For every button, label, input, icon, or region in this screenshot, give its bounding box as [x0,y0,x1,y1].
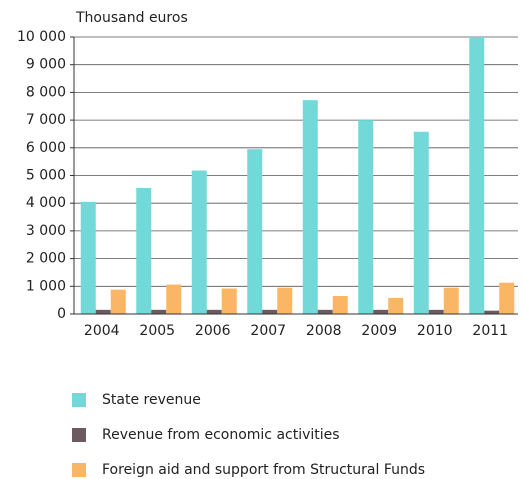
bar [332,295,348,314]
y-axis-label: Thousand euros [75,10,188,26]
x-tick-label: 2004 [84,323,120,339]
bar [413,131,429,314]
bar [373,309,389,314]
bar [110,289,126,314]
bar [317,309,333,314]
x-tick-label: 2007 [250,323,286,339]
y-tick-label: 5 000 [26,168,66,184]
bar [262,309,278,314]
bar [80,201,96,314]
x-tick-label: 2008 [306,323,342,339]
legend-label: Revenue from economic activities [102,427,340,443]
x-tick-label: 2005 [139,323,175,339]
legend-label: State revenue [102,392,201,408]
y-tick-label: 4 000 [26,195,66,211]
x-tick-label: 2010 [417,323,453,339]
y-tick-label: 3 000 [26,223,66,239]
bar [247,149,263,314]
y-tick-label: 6 000 [26,140,66,156]
y-tick-label: 1 000 [26,278,66,294]
bar [358,120,374,314]
bar [221,288,237,314]
bar [136,187,152,314]
legend-swatch [72,428,86,442]
legend-label: Foreign aid and support from Structural … [102,462,425,478]
bar [302,100,318,314]
legend-swatch [72,463,86,477]
bar [499,282,515,314]
legend-swatch [72,393,86,407]
y-tick-label: 0 [57,306,66,322]
bar [151,309,167,314]
bar [206,309,222,314]
x-tick-label: 2011 [472,323,508,339]
bar [428,309,444,314]
y-tick-label: 2 000 [26,251,66,267]
x-tick-label: 2006 [195,323,231,339]
y-tick-label: 8 000 [26,84,66,100]
bar [166,284,182,314]
bar [95,309,111,314]
y-tick-label: 7 000 [26,112,66,128]
bar [388,297,404,314]
y-tick-label: 9 000 [26,57,66,73]
bar [443,287,459,314]
y-tick-label: 10 000 [17,29,66,45]
bar [277,287,293,314]
bar [469,37,485,314]
bar [484,310,500,314]
bar [191,170,207,314]
x-tick-label: 2009 [361,323,397,339]
